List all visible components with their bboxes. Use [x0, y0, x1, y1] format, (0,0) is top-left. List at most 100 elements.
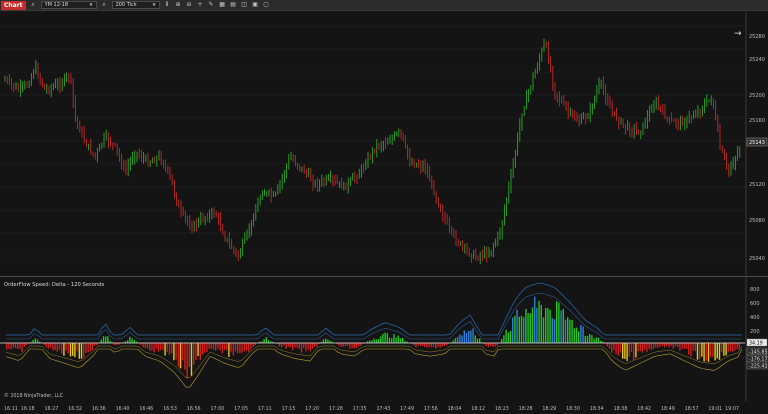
- panel-divider[interactable]: [0, 276, 768, 277]
- delta-bar: [142, 343, 144, 348]
- strategies-icon[interactable]: ◫: [241, 1, 247, 8]
- time-axis-label: 16:11: [4, 406, 18, 412]
- time-axis-label: 19:01: [708, 406, 722, 412]
- delta-bar: [36, 339, 39, 343]
- delta-bar: [586, 335, 589, 343]
- indicator-value-label: -225.41: [749, 363, 768, 369]
- delta-bar: [677, 343, 679, 347]
- delta-bar: [727, 343, 729, 352]
- delta-bar: [593, 338, 595, 343]
- chart-tab[interactable]: Chart: [1, 0, 26, 10]
- delta-bar: [657, 343, 659, 348]
- delta-bar: [347, 343, 349, 346]
- delta-bar: [534, 296, 536, 343]
- templates-icon[interactable]: ▣: [252, 1, 258, 8]
- bar-style-icon[interactable]: ⫴: [165, 1, 169, 8]
- price-axis-label: 25160: [749, 118, 765, 124]
- indicator-value-label: 34.19: [749, 340, 763, 346]
- delta-bar: [133, 340, 135, 343]
- delta-bar: [584, 336, 586, 343]
- delta-bar: [421, 343, 424, 346]
- delta-bar: [540, 305, 542, 343]
- time-axis-label: 16:32: [68, 406, 82, 412]
- zoom-in-icon[interactable]: ⊕: [175, 1, 181, 8]
- delta-bar: [325, 338, 327, 343]
- price-panel[interactable]: 2528025240252002516025140251202508025040…: [0, 12, 768, 276]
- delta-bar: [520, 315, 523, 343]
- scroll-right-icon[interactable]: →: [734, 29, 742, 39]
- delta-bar: [344, 343, 347, 347]
- interval-selector[interactable]: 200 Tick ▼: [111, 1, 160, 9]
- price-axis-label: 25040: [749, 256, 765, 262]
- delta-bar: [683, 343, 685, 349]
- time-axis-label: 18:23: [495, 406, 509, 412]
- delta-bar: [327, 339, 329, 343]
- delta-bar: [573, 328, 575, 343]
- delta-bar: [43, 343, 45, 345]
- delta-bar: [430, 343, 432, 348]
- delta-bar: [373, 338, 375, 343]
- delta-bar: [300, 343, 303, 353]
- delta-bar: [560, 310, 562, 343]
- delta-bar: [404, 341, 406, 343]
- crosshair-icon[interactable]: +: [197, 1, 203, 8]
- delta-bar: [567, 317, 569, 343]
- delta-bar: [206, 343, 208, 352]
- zoom-out-icon[interactable]: ⊖: [186, 1, 192, 8]
- time-axis-label: 17:11: [258, 406, 272, 412]
- delta-bar: [296, 343, 298, 348]
- delta-bar: [714, 343, 716, 361]
- delta-bar: [589, 334, 591, 343]
- delta-bar: [76, 343, 78, 352]
- delta-bar: [272, 341, 274, 343]
- delta-bar: [164, 343, 166, 356]
- time-axis-label: 17:05: [234, 406, 248, 412]
- delta-bar: [707, 343, 710, 362]
- delta-bar: [551, 318, 553, 343]
- delta-bar: [63, 343, 65, 356]
- delta-bar: [542, 317, 545, 343]
- delta-bar: [259, 341, 261, 343]
- delta-bar: [738, 343, 740, 350]
- delta-bar: [188, 343, 190, 367]
- delta-bar: [721, 343, 723, 352]
- delta-indicator-chart[interactable]: OrderFlow Speed: Delta - 120 Seconds 800 6…: [0, 277, 768, 401]
- delta-bar: [307, 343, 309, 350]
- pencil-icon[interactable]: ✎: [208, 1, 214, 8]
- delta-bar: [243, 343, 245, 352]
- delta-bar: [410, 343, 413, 345]
- delta-bar: [523, 317, 525, 343]
- delta-bar: [96, 343, 98, 346]
- indicator-panel[interactable]: OrderFlow Speed: Delta - 120 Seconds 800 6…: [0, 277, 768, 401]
- delta-bar: [426, 343, 428, 348]
- time-axis-label: 16:53: [163, 406, 177, 412]
- delta-bar: [397, 335, 399, 343]
- delta-bar: [292, 343, 294, 351]
- delta-bar: [509, 330, 512, 343]
- delta-bar: [646, 343, 648, 352]
- delta-bar: [14, 343, 17, 349]
- interval-search-icon[interactable]: ⌕: [102, 1, 106, 8]
- delta-bar: [531, 307, 534, 343]
- delta-bar: [263, 339, 265, 343]
- delta-bar: [661, 343, 663, 346]
- chevron-down-icon: ▼: [89, 2, 93, 7]
- delta-bar: [637, 343, 639, 352]
- indicators-icon[interactable]: ▤: [230, 1, 236, 8]
- delta-bar: [100, 339, 102, 343]
- delta-bar: [175, 343, 177, 360]
- time-axis-label: 18:57: [685, 406, 699, 412]
- data-box-icon[interactable]: ▢: [263, 1, 269, 8]
- delta-bar: [182, 343, 184, 361]
- delta-bar: [536, 307, 538, 343]
- price-bars: [4, 38, 741, 265]
- delta-bar: [459, 334, 461, 343]
- instrument-search-icon[interactable]: ⌕: [31, 1, 35, 8]
- delta-bar: [578, 331, 580, 343]
- properties-icon[interactable]: ▦: [219, 1, 225, 8]
- delta-bar: [111, 342, 113, 343]
- time-axis-label: 17:15: [282, 406, 296, 412]
- time-axis-label: 16:27: [44, 406, 58, 412]
- price-chart[interactable]: 2528025240252002516025140251202508025040…: [0, 12, 768, 276]
- instrument-selector[interactable]: YM 12-18 ▼: [40, 1, 97, 9]
